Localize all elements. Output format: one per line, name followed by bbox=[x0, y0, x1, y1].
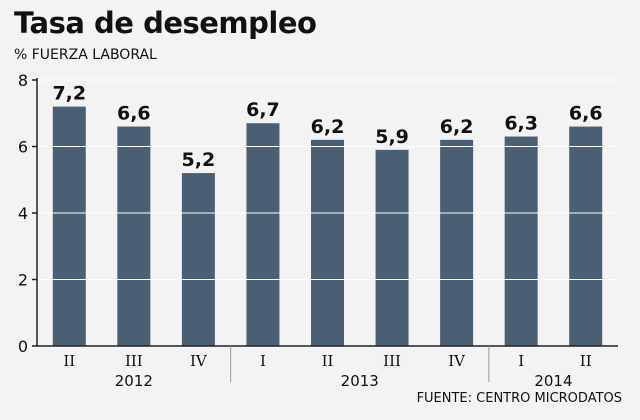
y-tick-label: 2 bbox=[18, 271, 28, 290]
data-label: 6,6 bbox=[117, 103, 151, 125]
x-category-label: II bbox=[63, 352, 75, 370]
y-tick-label: 4 bbox=[18, 204, 28, 223]
bar bbox=[52, 106, 86, 346]
data-label: 6,3 bbox=[504, 113, 538, 135]
x-category-label: III bbox=[125, 352, 143, 370]
data-label: 6,6 bbox=[569, 103, 603, 125]
year-label: 2014 bbox=[534, 372, 572, 390]
chart-title: Tasa de desempleo bbox=[14, 6, 317, 40]
y-tick-label: 8 bbox=[18, 71, 28, 90]
bar bbox=[246, 123, 280, 346]
y-tick-label: 6 bbox=[18, 138, 28, 157]
chart-subtitle: % FUERZA LABORAL bbox=[14, 47, 157, 63]
y-tick-label: 0 bbox=[18, 337, 28, 356]
bar bbox=[181, 173, 215, 346]
bar bbox=[311, 139, 344, 346]
bar bbox=[569, 126, 603, 346]
year-label: 2012 bbox=[115, 372, 153, 390]
x-category-label: I bbox=[518, 352, 524, 370]
data-label: 5,9 bbox=[375, 126, 409, 148]
x-category-label: II bbox=[580, 352, 592, 370]
bar bbox=[117, 126, 151, 346]
data-label: 6,7 bbox=[246, 99, 280, 121]
data-label: 6,2 bbox=[440, 116, 474, 138]
data-label: 7,2 bbox=[52, 83, 86, 105]
bar bbox=[440, 139, 474, 346]
bar bbox=[375, 149, 409, 346]
source-note: FUENTE: CENTRO MICRODATOS bbox=[416, 391, 622, 406]
x-category-label: I bbox=[260, 352, 266, 370]
bar bbox=[504, 136, 538, 346]
x-category-label: II bbox=[322, 352, 334, 370]
x-category-label: III bbox=[383, 352, 401, 370]
year-label: 2013 bbox=[341, 372, 379, 390]
x-category-label: IV bbox=[448, 352, 466, 370]
data-label: 5,2 bbox=[182, 149, 216, 171]
x-category-label: IV bbox=[190, 352, 208, 370]
data-label: 6,2 bbox=[311, 116, 345, 138]
